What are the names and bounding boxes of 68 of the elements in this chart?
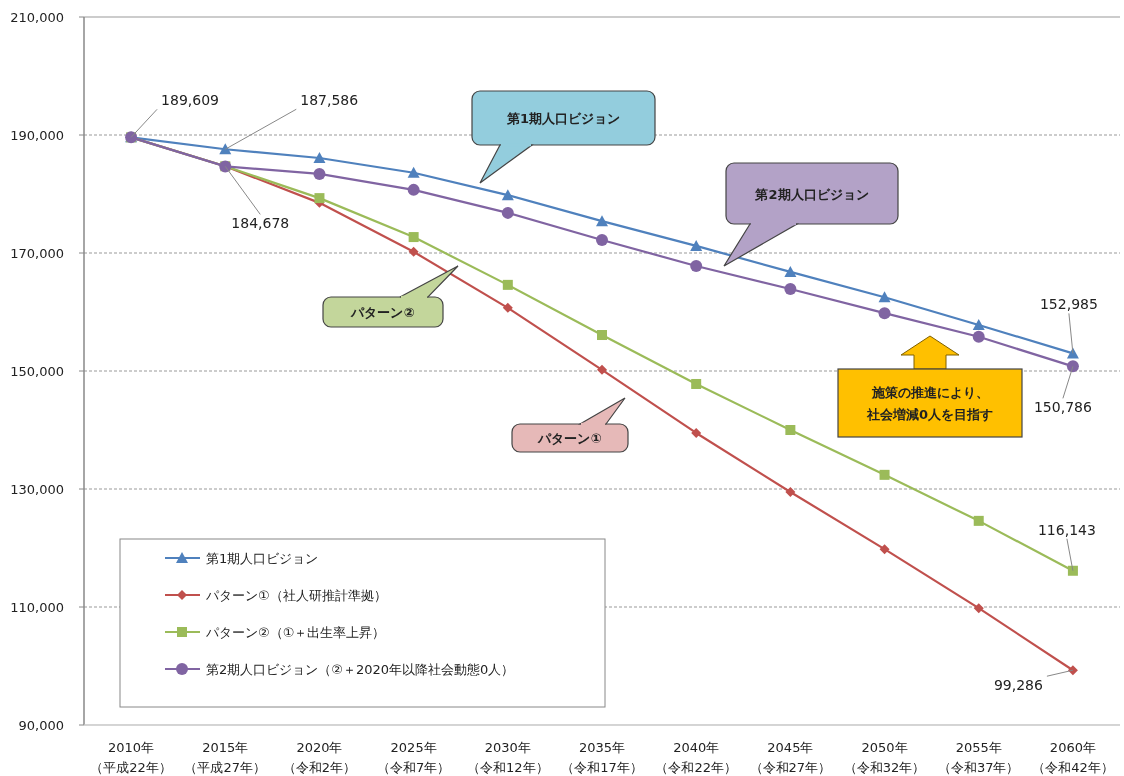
point bbox=[1067, 565, 1078, 576]
point bbox=[502, 279, 513, 290]
x-tick-label: 2010年（平成22年） bbox=[90, 740, 172, 775]
point bbox=[597, 330, 607, 341]
point bbox=[785, 486, 796, 497]
y-tick-label: 210,000 bbox=[10, 10, 64, 25]
point bbox=[879, 544, 890, 555]
x-tick-label: 2025年（令和7年） bbox=[377, 740, 451, 775]
point bbox=[691, 427, 702, 438]
point bbox=[596, 215, 608, 227]
point bbox=[501, 189, 514, 201]
point bbox=[878, 307, 891, 320]
point bbox=[785, 425, 796, 435]
x-tick-label: 2035年（令和17年） bbox=[561, 740, 643, 775]
point bbox=[973, 603, 984, 614]
point bbox=[784, 282, 797, 295]
y-tick-label: 110,000 bbox=[10, 600, 64, 615]
point bbox=[597, 364, 607, 375]
point bbox=[691, 378, 702, 389]
x-tick-label: 2055年（令和37年） bbox=[937, 740, 1020, 775]
y-tick-label: 90,000 bbox=[18, 718, 64, 733]
point bbox=[407, 166, 420, 178]
data-label: 152,985 bbox=[1039, 296, 1098, 313]
annotation: 第2期人口ビジョン bbox=[754, 186, 869, 202]
data-label: 150,786 bbox=[1033, 399, 1092, 416]
point bbox=[1067, 665, 1078, 676]
x-tick-label: 2030年（令和12年） bbox=[467, 740, 549, 775]
x-tick-label: 2040年（令和22年） bbox=[655, 740, 737, 775]
point bbox=[690, 239, 703, 251]
legend-label: パターン②（①＋出生率上昇） bbox=[205, 625, 386, 640]
point bbox=[407, 183, 420, 196]
data-label: 189,609 bbox=[161, 92, 219, 109]
point bbox=[690, 259, 703, 272]
data-label: 116,143 bbox=[1037, 521, 1096, 538]
legend-label: パターン①（社人研推計準拠） bbox=[205, 588, 387, 603]
y-tick-label: 130,000 bbox=[10, 482, 64, 497]
legend-label: 第1期人口ビジョン bbox=[206, 551, 319, 566]
data-label: 99,286 bbox=[993, 677, 1043, 694]
legend-label: 第2期人口ビジョン（②＋2020年以降社会動態0人） bbox=[206, 662, 515, 677]
x-tick-label: 2045年（令和27年） bbox=[749, 740, 832, 775]
point bbox=[408, 246, 419, 257]
point bbox=[878, 291, 891, 303]
point bbox=[879, 469, 890, 480]
annotation: パターン② bbox=[350, 305, 415, 320]
y-tick-label: 170,000 bbox=[10, 246, 64, 261]
point bbox=[1066, 360, 1079, 373]
point bbox=[502, 302, 513, 313]
y-tick-label: 150,000 bbox=[10, 364, 64, 379]
point bbox=[313, 152, 326, 164]
point bbox=[314, 193, 325, 204]
point bbox=[313, 167, 326, 180]
data-label: 187,586 bbox=[300, 92, 359, 109]
point bbox=[973, 515, 984, 526]
annotation: 施策の推進により、社会増減0人を目指す bbox=[865, 385, 994, 422]
point bbox=[972, 318, 985, 330]
point bbox=[596, 234, 608, 247]
x-tick-label: 2015年（平成27年） bbox=[184, 740, 267, 775]
data-label: 184,678 bbox=[231, 215, 290, 232]
x-tick-label: 2050年（令和32年） bbox=[843, 740, 926, 775]
annotation: パターン① bbox=[537, 431, 602, 446]
point bbox=[408, 232, 419, 243]
point bbox=[501, 206, 514, 219]
x-tick-label: 2060年（令和42年） bbox=[1032, 740, 1114, 775]
point bbox=[784, 265, 797, 277]
x-tick-label: 2020年（令和2年） bbox=[282, 740, 357, 775]
point bbox=[972, 330, 985, 343]
annotation: 第1期人口ビジョン bbox=[505, 111, 621, 126]
y-tick-label: 190,000 bbox=[10, 128, 64, 143]
